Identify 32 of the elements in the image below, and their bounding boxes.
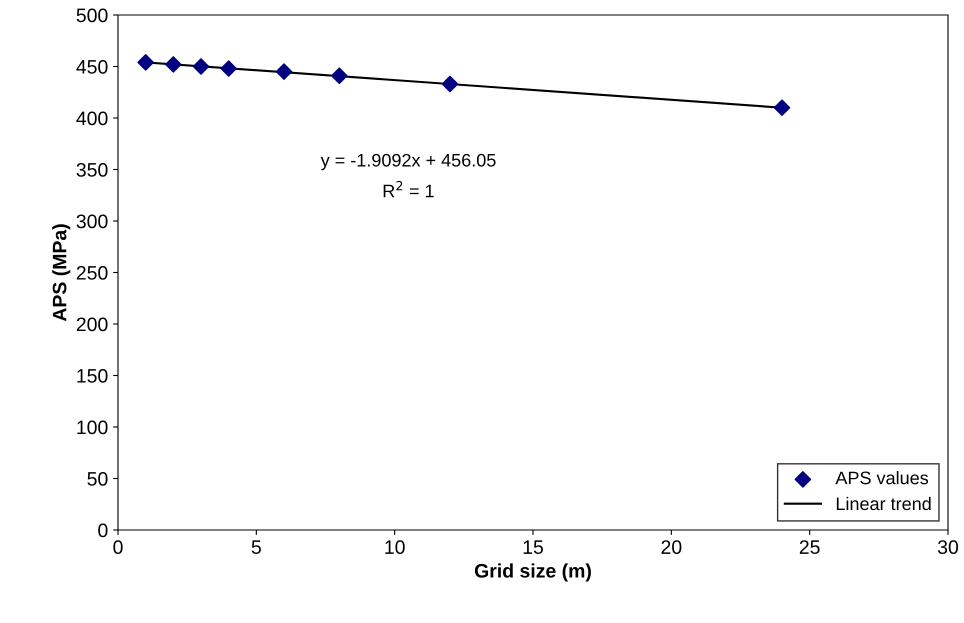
y-tick-label: 250 xyxy=(76,266,108,280)
x-tick-label: 10 xyxy=(385,540,405,554)
y-tick-label: 400 xyxy=(76,111,108,126)
x-tick-label: 0 xyxy=(113,540,123,554)
y-axis-title: APS (MPa) xyxy=(52,224,70,322)
x-tick-label: 5 xyxy=(252,540,261,554)
annotation: y = -1.9092x + 456.05 xyxy=(320,154,496,170)
legend-label: APS values xyxy=(835,471,928,484)
point xyxy=(192,58,210,75)
point xyxy=(137,54,154,71)
y-tick-label: 500 xyxy=(76,8,108,22)
point xyxy=(331,67,348,84)
y-tick-label: 450 xyxy=(76,60,108,74)
y-tick-label: 200 xyxy=(76,317,108,332)
point xyxy=(276,63,292,80)
y-tick-label: 50 xyxy=(87,472,108,486)
point xyxy=(165,56,182,73)
y-tick-label: 100 xyxy=(77,420,108,434)
x-tick-label: 15 xyxy=(524,540,543,554)
x-axis-title: Grid size (m) xyxy=(474,563,591,582)
point xyxy=(774,99,790,116)
y-tick-label: 0 xyxy=(98,523,108,538)
x-tick-label: 25 xyxy=(800,540,820,554)
legend-label: Linear trend xyxy=(836,496,931,510)
y-tick-label: 300 xyxy=(76,214,108,228)
y-tick-label: 350 xyxy=(76,162,108,177)
x-tick-label: 20 xyxy=(662,540,682,554)
point xyxy=(220,60,237,77)
point xyxy=(442,76,458,92)
annotation: R$^{2}$ = 1 xyxy=(384,180,434,198)
x-tick-label: 30 xyxy=(938,540,958,554)
y-tick-label: 150 xyxy=(77,368,108,383)
